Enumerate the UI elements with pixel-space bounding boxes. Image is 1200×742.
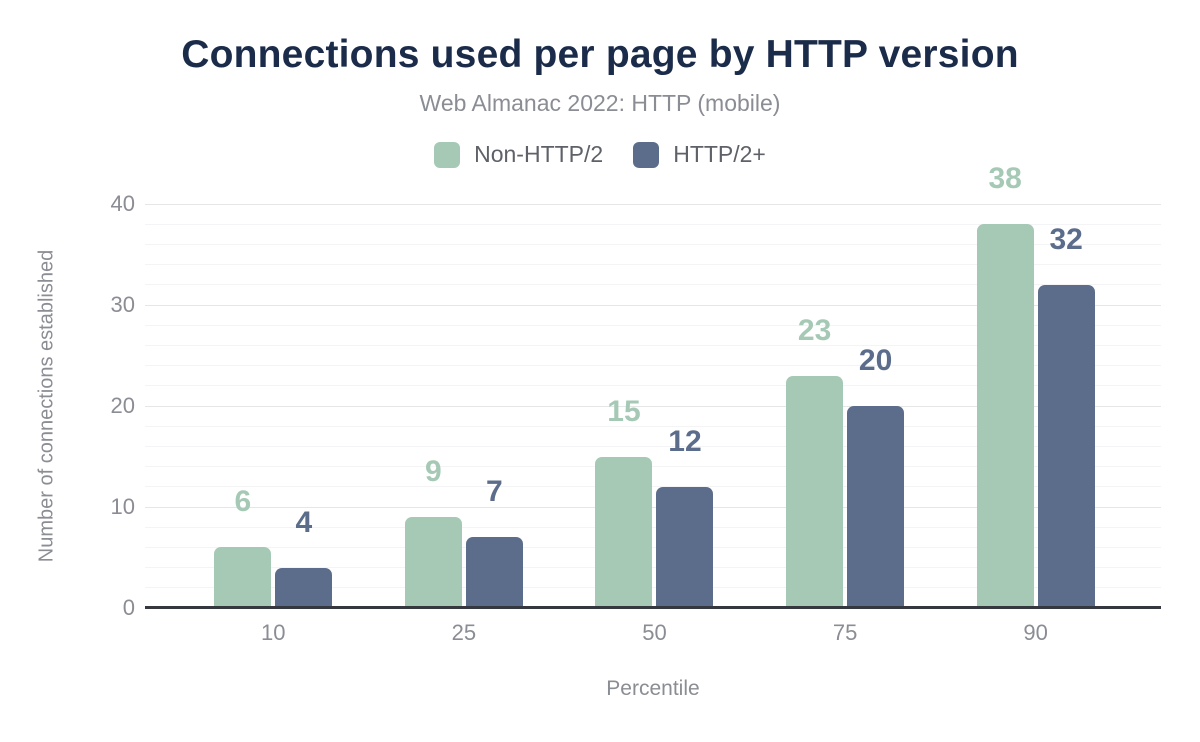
gridline-y-16 [145,445,1161,447]
bar-value-label-http-2-p50: 12 [668,424,702,458]
bar-http-2-p90[interactable]: 32 [1037,224,1095,608]
y-tick-label-10: 10 [110,494,135,519]
legend-item-http-2[interactable]: HTTP/2+ [633,141,766,168]
gridline-y-8 [145,526,1161,528]
y-axis-ticks: 0 10 20 30 40 [83,193,135,619]
legend-swatch-non-http-2-icon [434,141,461,168]
bar-group-p75: 23 20 [750,204,941,608]
bar-http-2-p75[interactable]: 20 [847,346,905,608]
bar-non-http-2-p90[interactable]: 38 [976,164,1034,608]
legend-label-non-http-2: Non-HTTP/2 [474,141,604,167]
bar-non-http-2-p75[interactable]: 23 [786,315,844,608]
bar-http-2-p50[interactable]: 12 [656,426,714,608]
gridline-y-26 [145,344,1161,346]
gridline-y-24 [145,365,1161,367]
gridline-y-32 [145,284,1161,286]
bar-http-2-p10[interactable]: 4 [275,507,333,608]
y-tick-label-30: 30 [110,292,135,317]
gridline-y-22 [145,385,1161,387]
x-tick-label-50: 50 [642,620,667,645]
gridline-y-2 [145,587,1161,589]
gridline-y-40 [145,203,1161,205]
bar-value-label-http-2-p90: 32 [1049,222,1083,256]
legend-swatch-http-2-icon [633,141,660,168]
chart-subtitle: Web Almanac 2022: HTTP (mobile) [419,90,781,116]
x-axis-line [145,606,1161,609]
gridline-y-36 [145,243,1161,245]
gridline-y-30 [145,304,1161,306]
bar-value-label-non-http-2-p25: 9 [425,455,442,489]
gridline-y-6 [145,546,1161,548]
bar-value-label-non-http-2-p90: 38 [988,162,1022,196]
bar-value-label-http-2-p25: 7 [486,475,503,509]
x-axis-ticks: 10 25 50 75 90 [178,620,1131,646]
gridline-y-14 [145,466,1161,468]
bar-non-http-2-p10[interactable]: 6 [214,487,272,608]
gridline-y-18 [145,425,1161,427]
y-axis-title: Number of connections established [35,249,58,563]
legend-label-http-2: HTTP/2+ [673,141,766,167]
bar-group-p50: 15 12 [559,204,750,608]
gridline-y-10 [145,506,1161,508]
category-strip: 6 4 9 7 15 12 23 20 38 32 [178,164,1131,608]
bar-value-label-non-http-2-p50: 15 [607,394,641,428]
legend: Non-HTTP/2 HTTP/2+ [0,141,1200,168]
bar-value-label-http-2-p10: 4 [295,505,313,539]
chart-title: Connections used per page by HTTP versio… [181,33,1019,76]
x-tick-label-25: 25 [451,620,477,645]
gridline-y-28 [145,324,1161,326]
x-tick-label-90: 90 [1023,620,1048,645]
y-tick-label-0: 0 [122,595,135,620]
bar-group-p90: 38 32 [940,164,1131,608]
bar-non-http-2-p50[interactable]: 15 [595,396,653,608]
gridline-y-38 [145,223,1161,225]
x-tick-label-10: 10 [261,620,286,645]
bar-http-2-p25[interactable]: 7 [465,477,523,608]
gridline-y-34 [145,264,1161,266]
gridline-y-20 [145,405,1161,407]
gridline-y-12 [145,486,1161,488]
legend-item-non-http-2[interactable]: Non-HTTP/2 [434,141,603,168]
bar-value-label-non-http-2-p75: 23 [797,313,832,347]
y-tick-label-20: 20 [110,393,135,418]
bar-non-http-2-p25[interactable]: 9 [404,457,462,608]
gridline-y-4 [145,567,1161,569]
x-axis-title: Percentile [606,677,700,700]
bar-value-label-http-2-p75: 20 [858,344,893,377]
y-tick-label-40: 40 [110,191,135,216]
bar-value-label-non-http-2-p10: 6 [234,485,252,519]
x-tick-label-75: 75 [832,620,858,645]
plot-area: 6 4 9 7 15 12 23 20 38 32 [145,164,1161,609]
